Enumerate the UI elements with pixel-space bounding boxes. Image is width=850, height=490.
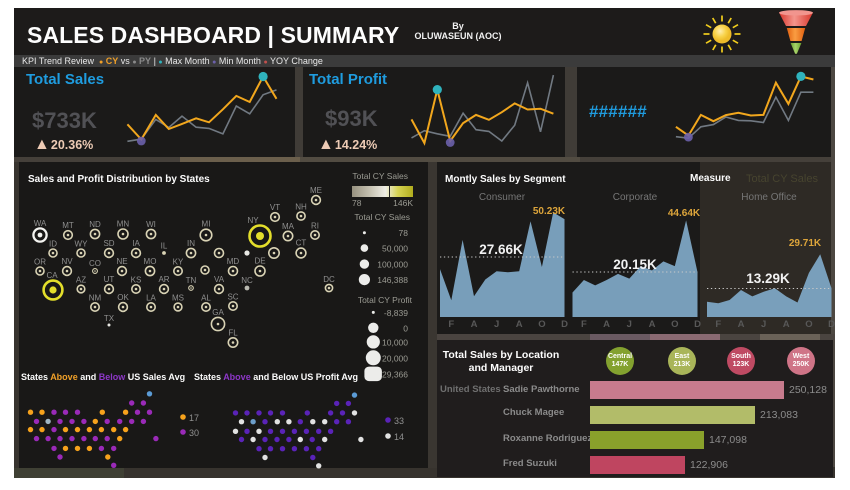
svg-text:17: 17 <box>189 413 199 423</box>
svg-text:TX: TX <box>104 314 115 323</box>
svg-text:A: A <box>738 319 745 330</box>
svg-text:O: O <box>671 319 678 330</box>
svg-text:A: A <box>649 319 656 330</box>
svg-text:Total CY Sales: Total CY Sales <box>746 173 818 185</box>
svg-text:KY: KY <box>173 257 184 266</box>
svg-text:GA: GA <box>212 308 224 317</box>
svg-text:WY: WY <box>75 240 89 249</box>
svg-text:A: A <box>603 319 610 330</box>
svg-text:NV: NV <box>61 257 73 266</box>
svg-text:FL: FL <box>228 328 238 337</box>
svg-text:13.29K: 13.29K <box>746 271 790 286</box>
svg-text:Total CY Sales: Total CY Sales <box>354 212 410 222</box>
svg-text:78: 78 <box>399 228 409 238</box>
svg-text:NY: NY <box>247 216 259 225</box>
svg-text:Measure: Measure <box>690 173 731 184</box>
svg-text:MT: MT <box>62 221 74 230</box>
svg-text:J: J <box>627 319 632 330</box>
svg-text:D: D <box>694 319 701 330</box>
svg-text:NE: NE <box>116 257 127 266</box>
svg-text:MN: MN <box>117 220 130 229</box>
svg-text:IN: IN <box>187 239 195 248</box>
svg-text:AZ: AZ <box>76 276 86 285</box>
svg-text:Corporate: Corporate <box>613 192 658 203</box>
svg-text:SD: SD <box>103 239 114 248</box>
svg-text:F: F <box>581 319 587 330</box>
svg-text:CT: CT <box>296 239 307 248</box>
svg-text:MA: MA <box>282 222 295 231</box>
svg-text:RI: RI <box>311 221 319 230</box>
svg-text:IA: IA <box>132 239 140 248</box>
svg-text:Montly Sales by Segment: Montly Sales by Segment <box>445 174 566 185</box>
svg-text:AL: AL <box>201 293 211 302</box>
svg-text:LA: LA <box>146 293 156 302</box>
svg-text:30: 30 <box>189 428 199 438</box>
svg-text:Home Office: Home Office <box>741 192 797 203</box>
svg-text:SC: SC <box>227 292 238 301</box>
svg-text:50.23K: 50.23K <box>533 206 566 217</box>
svg-text:J: J <box>761 319 766 330</box>
svg-text:J: J <box>494 319 499 330</box>
svg-text:44.64K: 44.64K <box>668 208 701 219</box>
svg-text:0: 0 <box>403 323 408 333</box>
svg-text:33: 33 <box>394 416 404 426</box>
svg-text:States Above and Below US Pro: States Above and Below US Profit Avg <box>194 372 358 382</box>
svg-text:14: 14 <box>394 432 404 442</box>
svg-text:Total CY Profit: Total CY Profit <box>358 295 413 305</box>
svg-text:OR: OR <box>34 258 46 267</box>
svg-text:29.71K: 29.71K <box>789 238 822 249</box>
svg-text:NC: NC <box>241 276 253 285</box>
svg-text:Consumer: Consumer <box>479 192 526 203</box>
svg-text:100,000: 100,000 <box>377 260 408 270</box>
svg-text:VT: VT <box>270 203 280 212</box>
svg-text:MS: MS <box>172 294 184 303</box>
svg-text:A: A <box>516 319 523 330</box>
svg-text:A: A <box>471 319 478 330</box>
svg-text:DE: DE <box>254 257 265 266</box>
svg-text:WA: WA <box>34 219 47 228</box>
svg-text:146K: 146K <box>393 198 413 208</box>
svg-text:F: F <box>448 319 454 330</box>
svg-text:NH: NH <box>295 202 307 211</box>
svg-text:78: 78 <box>352 198 362 208</box>
svg-text:ND: ND <box>89 220 101 229</box>
svg-text:DC: DC <box>323 275 335 284</box>
svg-text:146,388: 146,388 <box>377 275 408 285</box>
svg-text:IL: IL <box>161 242 168 251</box>
svg-text:AR: AR <box>158 275 169 284</box>
svg-text:UT: UT <box>104 275 115 284</box>
svg-text:Sales and Profit Distribution: Sales and Profit Distribution by States <box>28 174 210 185</box>
svg-text:CO: CO <box>89 259 101 268</box>
svg-text:F: F <box>715 319 721 330</box>
svg-text:D: D <box>561 319 568 330</box>
svg-text:MD: MD <box>227 257 240 266</box>
svg-text:27.66K: 27.66K <box>479 242 523 257</box>
svg-text:Total CY Sales: Total CY Sales <box>352 171 408 181</box>
svg-text:NM: NM <box>89 293 102 302</box>
svg-text:MO: MO <box>144 257 157 266</box>
svg-text:ME: ME <box>310 186 322 195</box>
svg-text:-8,839: -8,839 <box>384 308 408 318</box>
svg-text:20,000: 20,000 <box>382 353 408 363</box>
svg-text:ID: ID <box>49 240 57 249</box>
svg-text:VA: VA <box>214 275 225 284</box>
svg-text:States Above and Below US Sal: States Above and Below US Sales Avg <box>21 372 185 382</box>
svg-text:OK: OK <box>117 293 129 302</box>
svg-text:MI: MI <box>202 220 211 229</box>
svg-text:10,000: 10,000 <box>382 337 408 347</box>
svg-text:D: D <box>828 319 835 330</box>
svg-text:50,000: 50,000 <box>382 244 408 254</box>
svg-text:O: O <box>538 319 545 330</box>
svg-text:TN: TN <box>186 276 197 285</box>
svg-text:O: O <box>805 319 812 330</box>
svg-text:29,366: 29,366 <box>382 370 408 380</box>
svg-text:20.15K: 20.15K <box>613 257 657 272</box>
svg-text:KS: KS <box>131 275 142 284</box>
svg-text:WI: WI <box>146 220 156 229</box>
svg-text:A: A <box>783 319 790 330</box>
svg-text:CA: CA <box>46 271 58 280</box>
